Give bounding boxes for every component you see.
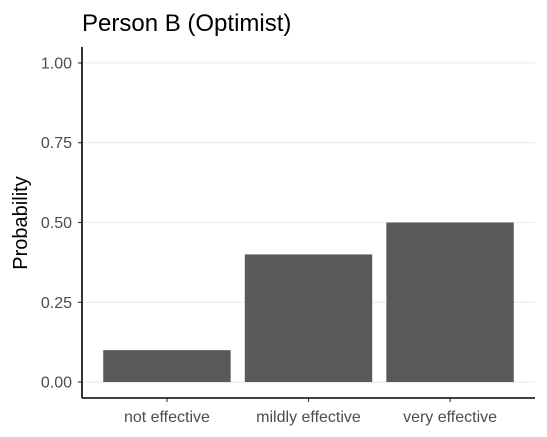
y-tick-label: 0.00 (41, 375, 72, 392)
y-tick-label: 1.00 (41, 55, 72, 72)
x-axis-ticks: not effective mildly effective very effect… (124, 398, 497, 426)
x-tick-label: not effective (124, 409, 210, 426)
bar-very-effective (386, 222, 514, 383)
chart-title: Person B (Optimist) (82, 10, 291, 37)
x-tick-label: mildly effective (256, 409, 361, 426)
y-axis-title: Probability (10, 176, 32, 269)
y-tick-label: 0.25 (41, 295, 72, 312)
bar-mildly-effective (244, 254, 373, 383)
bar-not-effective (103, 350, 231, 383)
y-axis-ticks: 0.00 0.25 0.50 0.75 1.00 (41, 55, 82, 392)
y-tick-label: 0.75 (41, 135, 72, 152)
x-tick-label: very effective (403, 409, 497, 426)
y-tick-label: 0.50 (41, 215, 72, 232)
bars (103, 222, 514, 383)
